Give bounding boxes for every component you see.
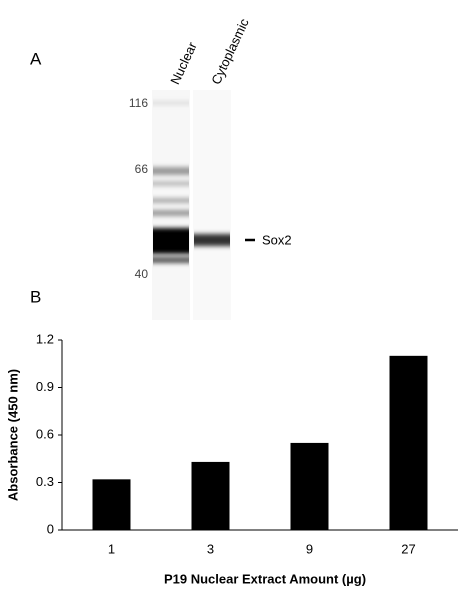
band (153, 181, 189, 186)
band (153, 228, 189, 254)
band (153, 257, 189, 263)
lane-label: Nuclear (167, 39, 200, 87)
blot (152, 90, 255, 320)
y-tick-label: 0.6 (36, 426, 54, 441)
y-tick-label: 0.9 (36, 379, 54, 394)
y-axis-title: Absorbance (450 nm) (5, 369, 20, 501)
x-tick-label: 9 (306, 541, 313, 556)
bar (290, 442, 329, 530)
marker-label: 116 (129, 96, 148, 110)
y-tick-label: 1.2 (36, 331, 54, 346)
lane (152, 90, 190, 320)
bar (389, 355, 428, 530)
marker-label: 40 (135, 267, 149, 281)
x-axis-title: P19 Nuclear Extract Amount (µg) (164, 571, 366, 586)
lane-label: Cytoplasmic (208, 16, 252, 87)
band (194, 234, 230, 246)
band (153, 167, 189, 175)
x-tick-label: 27 (401, 541, 415, 556)
y-tick-label: 0 (47, 521, 54, 536)
panel-label: A (30, 49, 42, 68)
lane (193, 90, 231, 320)
x-tick-label: 3 (207, 541, 214, 556)
bar (92, 479, 131, 530)
band (153, 101, 189, 105)
marker-label: 66 (135, 162, 149, 176)
panel-label: B (30, 287, 41, 306)
y-tick-label: 0.3 (36, 474, 54, 489)
band (153, 210, 189, 216)
x-tick-label: 1 (108, 541, 115, 556)
band-label: Sox2 (262, 232, 292, 247)
band (153, 198, 189, 203)
bar (191, 461, 230, 530)
